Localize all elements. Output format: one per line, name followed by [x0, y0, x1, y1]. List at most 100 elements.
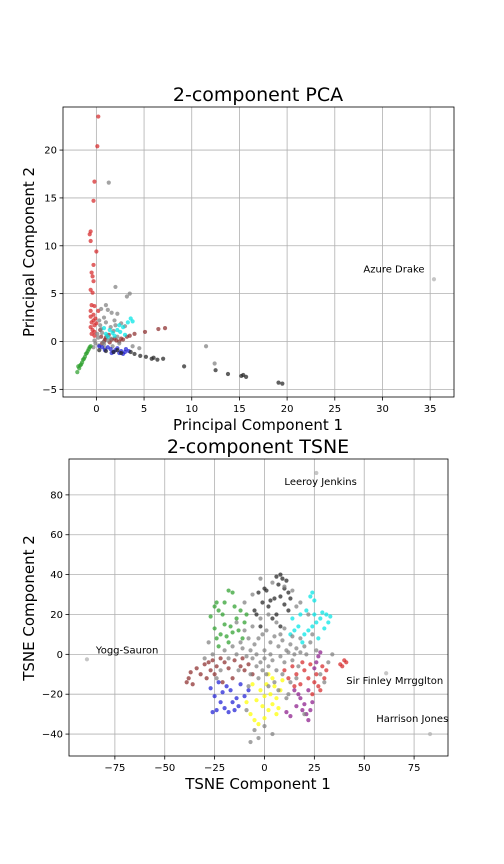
- pca-data-point: [94, 321, 99, 326]
- tsne-data-point: [218, 668, 223, 673]
- pca-y-axis-label: Principal Component 2: [20, 167, 38, 337]
- tsne-data-point: [308, 640, 313, 645]
- tsne-data-point: [290, 664, 295, 669]
- pca-data-point: [99, 306, 104, 312]
- tsne-data-point: [326, 660, 331, 665]
- tsne-data-point: [270, 676, 275, 681]
- tsne-data-point: [242, 628, 247, 633]
- tsne-data-point: [228, 688, 233, 693]
- tsne-data-point: [298, 636, 303, 641]
- tsne-data-point: [254, 698, 259, 703]
- tsne-data-point: [214, 676, 219, 681]
- tsne-data-point: [236, 668, 241, 673]
- pca-data-point: [95, 331, 100, 336]
- tsne-data-point: [302, 644, 307, 649]
- tsne-data-point: [214, 636, 219, 641]
- tsne-data-point: [384, 671, 389, 676]
- tsne-data-point: [270, 616, 275, 621]
- tsne-x-tick-label: 75: [408, 763, 421, 774]
- tsne-data-point: [288, 714, 293, 719]
- tsne-data-point: [314, 470, 319, 476]
- tsne-data-point: [248, 739, 253, 745]
- tsne-data-point: [256, 636, 261, 641]
- pca-ticks: 0 5 10 15 20 25 30 35 −5 0 5 10 15 20: [42, 146, 436, 415]
- tsne-data-point: [208, 686, 213, 691]
- tsne-data-point: [290, 658, 295, 663]
- tsne-data-point: [268, 640, 273, 645]
- tsne-data-point: [232, 708, 237, 713]
- tsne-data-point: [304, 652, 309, 657]
- tsne-data-point: [208, 668, 213, 673]
- tsne-data-point: [306, 688, 311, 693]
- tsne-data-point: [202, 656, 207, 661]
- tsne-data-point: [252, 718, 257, 723]
- tsne-data-point: [224, 634, 229, 639]
- tsne-data-point: [264, 628, 269, 633]
- pca-data-point: [115, 348, 120, 353]
- tsne-data-point: [306, 612, 311, 617]
- pca-data-point: [130, 319, 135, 324]
- tsne-data-point: [266, 708, 271, 713]
- tsne-data-point: [290, 588, 295, 593]
- tsne-data-point: [188, 670, 193, 675]
- tsne-data-point: [306, 718, 311, 723]
- tsne-data-point: [212, 604, 217, 609]
- pca-plot-frame: [62, 106, 455, 398]
- tsne-data-point: [230, 630, 235, 635]
- tsne-data-point: [280, 678, 285, 683]
- tsne-data-point: [300, 708, 305, 713]
- tsne-gridlines: [69, 459, 448, 756]
- tsne-data-point: [316, 684, 321, 689]
- tsne-data-point: [234, 696, 239, 701]
- tsne-data-point: [214, 708, 219, 713]
- tsne-data-point: [270, 702, 275, 707]
- tsne-data-point: [268, 652, 273, 657]
- pca-data-point: [95, 144, 100, 149]
- tsne-data-point: [300, 640, 305, 645]
- tsne-data-point: [232, 658, 237, 663]
- tsne-data-point: [220, 680, 225, 685]
- pca-x-axis-label: Principal Component 1: [173, 416, 343, 434]
- tsne-data-point: [262, 648, 267, 653]
- tsne-data-point: [284, 696, 289, 701]
- pca-x-tick-label: 35: [424, 404, 437, 415]
- tsne-data-point: [256, 722, 261, 727]
- pca-data-point: [109, 310, 114, 315]
- pca-data-point: [103, 348, 109, 354]
- pca-data-point: [89, 270, 94, 275]
- tsne-data-point: [320, 610, 325, 615]
- pca-data-point: [103, 320, 109, 325]
- pca-data-point: [151, 355, 156, 360]
- pca-data-point: [105, 334, 110, 339]
- tsne-data-point: [226, 588, 231, 593]
- pca-data-point: [143, 354, 149, 359]
- tsne-data-point: [220, 690, 225, 695]
- tsne-data-point: [288, 642, 293, 647]
- tsne-data-point: [218, 632, 223, 637]
- tsne-data-point: [256, 590, 261, 595]
- tsne-data-point: [262, 586, 267, 591]
- tsne-data-point: [246, 684, 251, 689]
- tsne-data-point: [220, 612, 225, 617]
- pca-data-point: [111, 349, 116, 355]
- tsne-data-point: [252, 608, 257, 613]
- pca-data-point: [112, 333, 117, 338]
- pca-data-point: [91, 279, 96, 284]
- tsne-data-point: [282, 626, 287, 631]
- pca-data-point: [91, 262, 96, 268]
- tsne-x-tick-label: 25: [308, 763, 321, 774]
- tsne-data-point: [222, 622, 227, 627]
- tsne-data-point: [278, 632, 283, 637]
- tsne-data-point: [322, 676, 327, 681]
- tsne-data-point: [218, 656, 223, 661]
- tsne-data-point: [294, 704, 299, 709]
- tsne-data-point: [272, 596, 277, 601]
- tsne-data-point: [286, 590, 291, 595]
- pca-x-tick-label: 30: [376, 404, 389, 415]
- tsne-data-point: [240, 656, 245, 661]
- pca-data-point: [182, 364, 187, 369]
- tsne-data-point: [252, 727, 257, 733]
- tsne-data-point: [190, 682, 195, 687]
- pca-chart: 2-component PCA Principal Component 1 Pr…: [20, 84, 455, 434]
- tsne-data-point: [282, 602, 287, 607]
